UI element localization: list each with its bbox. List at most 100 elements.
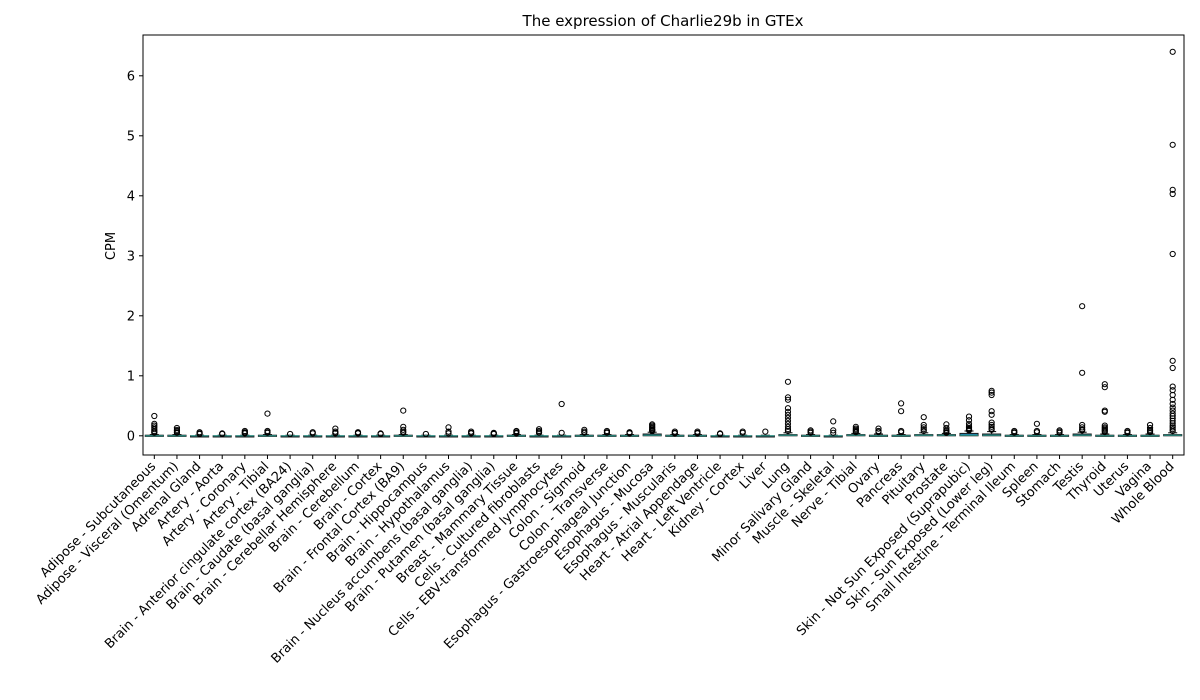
outlier-point bbox=[920, 424, 927, 431]
outlier-point bbox=[1146, 424, 1154, 432]
outlier-point bbox=[988, 419, 995, 426]
outlier-point bbox=[1169, 141, 1176, 148]
outlier-point bbox=[830, 418, 837, 425]
y-axis-label: CPM bbox=[104, 232, 119, 260]
outlier-point bbox=[694, 430, 701, 437]
outlier-point bbox=[988, 389, 995, 396]
outlier-point bbox=[1169, 427, 1176, 435]
outlier-point bbox=[264, 410, 271, 417]
outlier-point bbox=[898, 408, 905, 415]
chart-title: The expression of Charlie29b in GTEx bbox=[522, 12, 804, 30]
outlier-point bbox=[807, 429, 814, 436]
outlier-point bbox=[1079, 303, 1086, 310]
outlier-point bbox=[377, 430, 384, 438]
outlier-point bbox=[241, 430, 248, 437]
outlier-point bbox=[286, 430, 294, 438]
plot-frame bbox=[142, 34, 1185, 456]
y-axis-ticks: 0 1 2 3 4 5 6 bbox=[127, 69, 143, 444]
outlier-point bbox=[1169, 400, 1176, 408]
outlier-point bbox=[988, 387, 995, 394]
outlier-point bbox=[400, 407, 407, 414]
outlier-point bbox=[649, 427, 656, 435]
outlier-point bbox=[400, 429, 407, 436]
outlier-point bbox=[1169, 186, 1176, 193]
outlier-point bbox=[1056, 429, 1063, 436]
outlier-point bbox=[1079, 424, 1086, 431]
outlier-point bbox=[490, 430, 497, 438]
outlier-point bbox=[1079, 369, 1086, 376]
outlier-point bbox=[965, 413, 973, 420]
outlier-point bbox=[626, 430, 633, 437]
outlier-point bbox=[422, 430, 429, 438]
outlier-point bbox=[784, 394, 792, 401]
outlier-point bbox=[196, 430, 203, 438]
outlier-point bbox=[1169, 420, 1176, 427]
outlier-point bbox=[1169, 426, 1176, 433]
outlier-point bbox=[965, 423, 973, 430]
outlier-point bbox=[1079, 427, 1086, 434]
outlier-point bbox=[264, 429, 271, 436]
outlier-point bbox=[1169, 404, 1176, 411]
outlier-point bbox=[309, 430, 316, 437]
outlier-point bbox=[898, 400, 905, 407]
outlier-point bbox=[830, 427, 837, 434]
y-tick-label: 2 bbox=[127, 309, 135, 324]
y-tick-label: 1 bbox=[127, 369, 135, 384]
y-tick-label: 3 bbox=[127, 249, 135, 264]
y-tick-label: 0 bbox=[127, 429, 135, 444]
outlier-point bbox=[1101, 384, 1108, 391]
outlier-point bbox=[400, 426, 407, 433]
outlier-point bbox=[1169, 48, 1176, 55]
outlier-point bbox=[151, 426, 158, 433]
outlier-point bbox=[784, 408, 792, 415]
outlier-point bbox=[943, 429, 950, 436]
outlier-point bbox=[1033, 420, 1041, 427]
outlier-point bbox=[445, 428, 452, 435]
outlier-point bbox=[965, 427, 973, 434]
y-tick-label: 5 bbox=[127, 129, 135, 144]
outlier-point bbox=[558, 400, 565, 408]
outlier-point bbox=[354, 430, 362, 437]
outlier-point bbox=[173, 429, 181, 436]
outlier-point bbox=[1169, 357, 1176, 364]
outlier-point bbox=[988, 408, 995, 415]
outlier-point bbox=[332, 430, 339, 437]
outlier-point bbox=[1169, 250, 1176, 258]
outlier-point bbox=[1146, 429, 1154, 436]
outlier-point bbox=[784, 414, 792, 421]
outlier-point bbox=[762, 428, 769, 435]
outlier-point bbox=[852, 429, 859, 436]
y-tick-label: 6 bbox=[127, 69, 135, 84]
outlier-point bbox=[1169, 190, 1176, 198]
outlier-point bbox=[1033, 429, 1041, 436]
outlier-point bbox=[875, 425, 882, 432]
outlier-point bbox=[581, 426, 588, 433]
outlier-point bbox=[965, 417, 973, 424]
outlier-point bbox=[875, 429, 882, 436]
outlier-point bbox=[784, 396, 792, 403]
outlier-point bbox=[784, 426, 792, 433]
outlier-point bbox=[445, 424, 452, 431]
outlier-point bbox=[1124, 429, 1131, 436]
outlier-point bbox=[784, 427, 792, 435]
outlier-point bbox=[988, 426, 995, 433]
outlier-point bbox=[1101, 429, 1108, 436]
outlier-point bbox=[1169, 424, 1176, 431]
outlier-point bbox=[219, 430, 226, 438]
outlier-point bbox=[558, 429, 565, 436]
outlier-point bbox=[920, 414, 927, 421]
outlier-point bbox=[784, 378, 792, 385]
outlier-point bbox=[535, 429, 543, 436]
outlier-point bbox=[784, 417, 792, 424]
outlier-point bbox=[920, 427, 927, 435]
outlier-point bbox=[784, 423, 792, 430]
outlier-point bbox=[1101, 381, 1108, 388]
outlier-point bbox=[671, 430, 678, 437]
y-tick-label: 4 bbox=[127, 189, 135, 204]
outlier-point bbox=[603, 429, 611, 436]
outlier-point bbox=[445, 430, 452, 437]
outlier-point bbox=[581, 429, 588, 436]
outlier-point bbox=[988, 423, 995, 430]
outlier-point bbox=[1169, 364, 1176, 372]
